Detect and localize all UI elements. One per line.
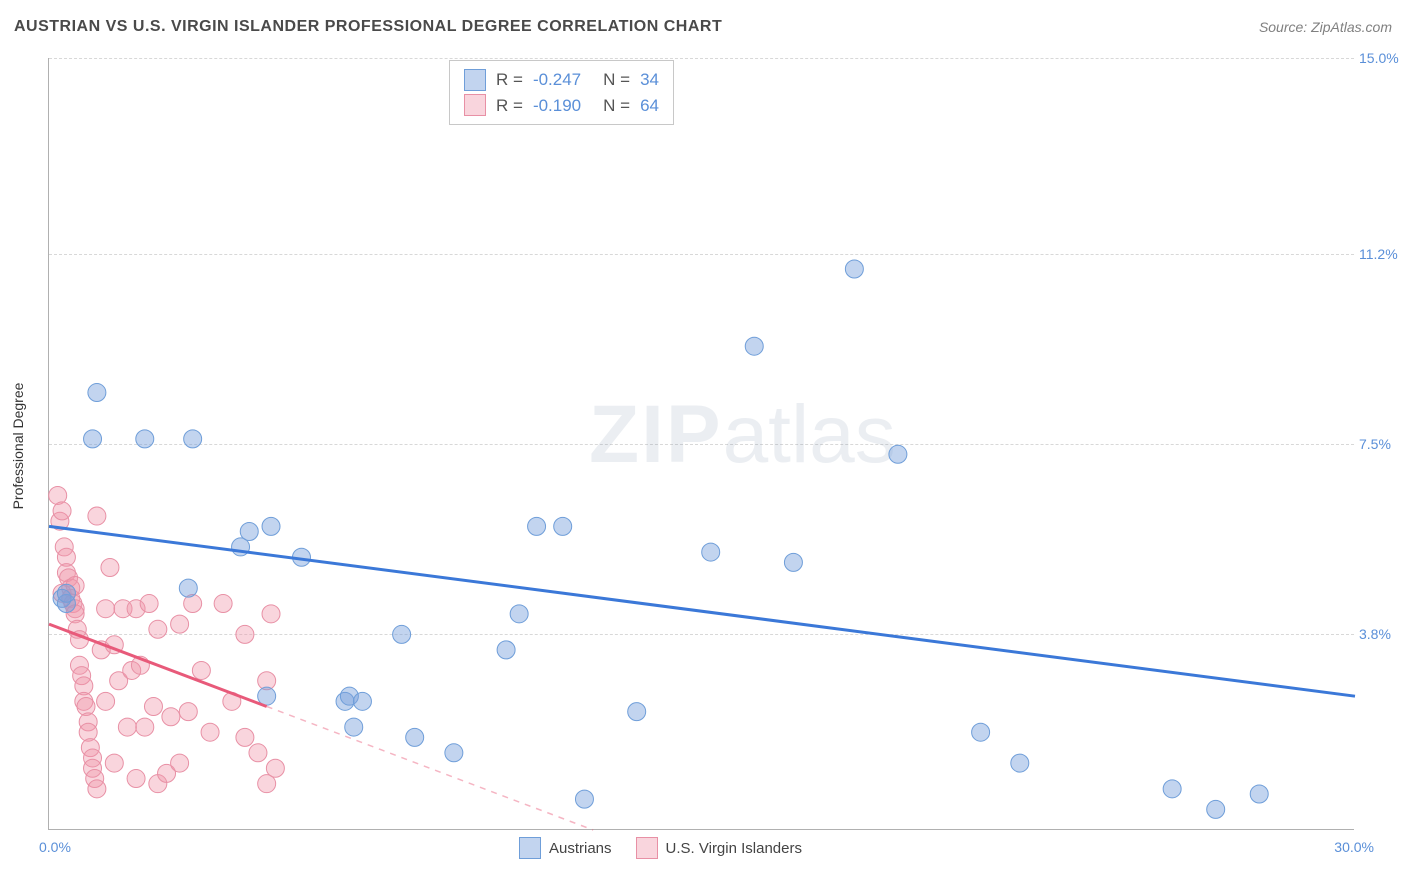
- data-point: [97, 600, 115, 618]
- data-point: [784, 553, 802, 571]
- data-point: [97, 692, 115, 710]
- data-point: [236, 625, 254, 643]
- data-point: [1011, 754, 1029, 772]
- data-point: [171, 615, 189, 633]
- data-point: [1250, 785, 1268, 803]
- data-point: [345, 718, 363, 736]
- data-point: [201, 723, 219, 741]
- n-value-1: 34: [640, 67, 659, 93]
- n-label: N =: [603, 93, 630, 119]
- data-point: [57, 584, 75, 602]
- data-point: [628, 703, 646, 721]
- data-point: [353, 692, 371, 710]
- data-point: [53, 502, 71, 520]
- data-point: [179, 579, 197, 597]
- source-label: Source: ZipAtlas.com: [1259, 19, 1392, 35]
- data-point: [84, 430, 102, 448]
- data-point: [88, 384, 106, 402]
- data-point: [845, 260, 863, 278]
- data-point: [88, 780, 106, 798]
- y-tick-label: 11.2%: [1359, 246, 1406, 262]
- data-point: [1207, 800, 1225, 818]
- swatch-blue: [464, 69, 486, 91]
- r-value-2: -0.190: [533, 93, 581, 119]
- data-point: [745, 337, 763, 355]
- data-point: [497, 641, 515, 659]
- data-point: [258, 687, 276, 705]
- y-tick-label: 3.8%: [1359, 626, 1406, 642]
- data-point: [214, 595, 232, 613]
- data-point: [240, 522, 258, 540]
- data-point: [249, 744, 267, 762]
- data-point: [406, 728, 424, 746]
- data-point: [140, 595, 158, 613]
- data-point: [528, 517, 546, 535]
- data-point: [149, 620, 167, 638]
- legend-label-2: U.S. Virgin Islanders: [666, 840, 802, 857]
- data-point: [445, 744, 463, 762]
- bottom-legend: Austrians U.S. Virgin Islanders: [519, 837, 802, 859]
- data-point: [266, 759, 284, 777]
- stats-box: R = -0.247 N = 34 R = -0.190 N = 64: [449, 60, 674, 125]
- legend-item-austrians: Austrians: [519, 837, 612, 859]
- legend-swatch-blue: [519, 837, 541, 859]
- legend-item-virgin-islanders: U.S. Virgin Islanders: [636, 837, 802, 859]
- legend-label-1: Austrians: [549, 840, 612, 857]
- data-point: [171, 754, 189, 772]
- data-point: [262, 605, 280, 623]
- data-point: [236, 728, 254, 746]
- data-point: [144, 697, 162, 715]
- stats-row-2: R = -0.190 N = 64: [464, 93, 659, 119]
- r-label: R =: [496, 93, 523, 119]
- scatter-svg: [49, 58, 1354, 829]
- r-label: R =: [496, 67, 523, 93]
- data-point: [262, 517, 280, 535]
- legend-swatch-pink: [636, 837, 658, 859]
- data-point: [393, 625, 411, 643]
- data-point: [101, 559, 119, 577]
- y-tick-label: 7.5%: [1359, 436, 1406, 452]
- data-point: [575, 790, 593, 808]
- n-label: N =: [603, 67, 630, 93]
- swatch-pink: [464, 94, 486, 116]
- plot-area: ZIPatlas R = -0.247 N = 34 R = -0.190 N …: [48, 58, 1354, 830]
- data-point: [510, 605, 528, 623]
- n-value-2: 64: [640, 93, 659, 119]
- data-point: [118, 718, 136, 736]
- trend-line: [267, 706, 594, 830]
- data-point: [162, 708, 180, 726]
- data-point: [702, 543, 720, 561]
- y-axis-label: Professional Degree: [10, 383, 26, 510]
- chart-title: AUSTRIAN VS U.S. VIRGIN ISLANDER PROFESS…: [14, 18, 722, 36]
- data-point: [88, 507, 106, 525]
- data-point: [179, 703, 197, 721]
- data-point: [136, 718, 154, 736]
- data-point: [136, 430, 154, 448]
- data-point: [554, 517, 572, 535]
- x-min-label: 0.0%: [39, 839, 71, 855]
- data-point: [889, 445, 907, 463]
- data-point: [1163, 780, 1181, 798]
- data-point: [184, 430, 202, 448]
- data-point: [192, 661, 210, 679]
- data-point: [127, 770, 145, 788]
- x-max-label: 30.0%: [1334, 839, 1374, 855]
- r-value-1: -0.247: [533, 67, 581, 93]
- y-tick-label: 15.0%: [1359, 50, 1406, 66]
- stats-row-1: R = -0.247 N = 34: [464, 67, 659, 93]
- data-point: [972, 723, 990, 741]
- data-point: [105, 754, 123, 772]
